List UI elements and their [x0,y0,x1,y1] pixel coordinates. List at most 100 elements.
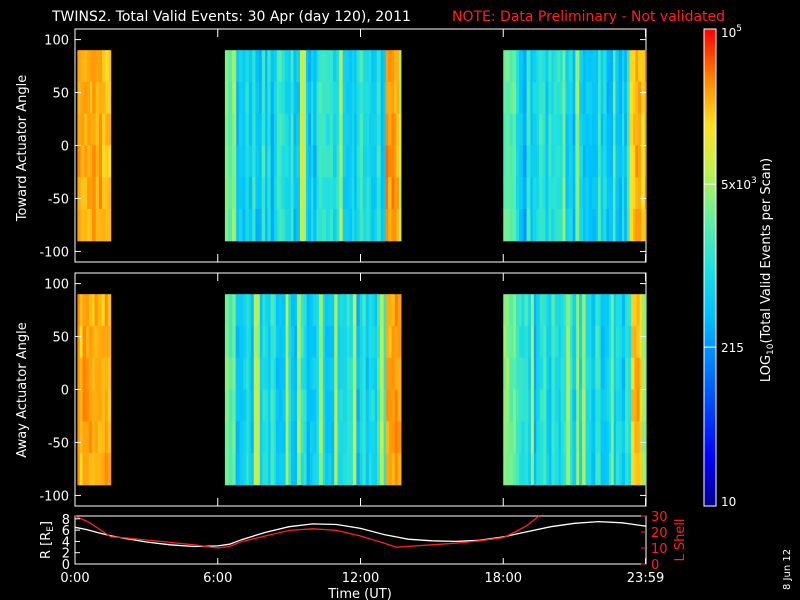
heatmap-cell [282,294,287,327]
heatmap-cell [638,209,642,242]
heatmap-cell [349,81,353,115]
heatmap-cell [82,294,87,327]
heatmap-cell [509,177,513,210]
heatmap-cell [362,145,368,178]
heatmap-cell [232,357,237,390]
heatmap-cell [285,357,289,390]
heatmap-cell [530,113,534,146]
heatmap-cell [562,209,566,242]
heatmap-cell [397,421,402,454]
heatmap-cell [273,113,278,146]
heatmap-cell [339,325,344,359]
heatmap-cell [562,113,566,146]
heatmap-cell [615,209,620,242]
heatmap-cell [606,50,610,83]
heatmap-cell [281,209,286,242]
heatmap-cell [533,294,537,327]
heatmap-cell [268,294,272,327]
heatmap-cell [86,294,90,327]
heatmap-cell [86,453,90,486]
heatmap-cell [245,81,250,115]
heatmap-cell [252,145,256,178]
heatmap-cell [290,145,295,178]
heatmap-cell [391,389,396,422]
heatmap-cell [302,50,307,83]
heatmap-cell [87,50,91,83]
heatmap-cell [306,209,309,242]
heatmap-cell [232,113,235,146]
heatmap-cell [300,325,305,359]
heatmap-cell [349,294,354,327]
heatmap-cell [224,145,229,178]
heatmap-cell [554,453,560,486]
heatmap-cell [253,357,258,390]
heatmap-cell [613,357,617,390]
heatmap-cell [603,177,608,210]
heatmap-cell [310,50,314,83]
heatmap-cell [276,113,280,146]
heatmap-cell [575,145,580,178]
heatmap-cell [522,50,528,83]
heatmap-cell [87,113,91,146]
heatmap-cell [542,145,546,178]
heatmap-cell [224,357,230,390]
toward-heatmap [77,50,647,242]
heatmap-cell [239,325,244,359]
heatmap-cell [306,113,309,146]
heatmap-cell [228,113,233,146]
heatmap-cell [294,453,298,486]
heatmap-cell [285,325,289,359]
heatmap-cell [352,294,357,327]
heatmap-cell [306,81,309,115]
heatmap-cell [238,81,243,115]
heatmap-cell [600,145,604,178]
heatmap-cell [589,421,592,454]
heatmap-cell [543,325,547,359]
radius-tick-label: 6 [62,524,70,539]
away-y-axis-label: Away Actuator Angle [15,322,30,457]
heatmap-cell [394,81,397,115]
heatmap-cell [591,389,596,422]
heatmap-cell [342,50,347,83]
heatmap-cell [591,421,596,454]
heatmap-cell [345,113,350,146]
heatmap-cell [290,81,295,115]
heatmap-cell [265,113,268,146]
heatmap-cell [548,113,552,146]
heatmap-cell [228,177,233,210]
heatmap-cell [565,145,570,178]
heatmap-cell [259,325,263,359]
heatmap-cell [399,145,402,178]
heatmap-cell [371,209,375,242]
heatmap-cell [380,209,384,242]
heatmap-cell [248,357,252,390]
heatmap-cell [86,389,90,422]
heatmap-cell [282,389,287,422]
heatmap-cell [376,113,382,146]
heatmap-cell [542,113,546,146]
heatmap-cell [560,294,565,327]
heatmap-cell [622,209,625,242]
heatmap-cell [345,177,350,210]
heatmap-cell [279,453,284,486]
heatmap-cell [548,389,552,422]
heatmap-cell [641,209,646,242]
heatmap-cell [558,325,562,359]
heatmap-cell [306,145,309,178]
heatmap-cell [284,177,290,210]
heatmap-cell [312,389,317,422]
heatmap-cell [245,209,250,242]
heatmap-cell [619,421,623,454]
heatmap-cell [369,50,372,83]
heatmap-cell [365,453,370,486]
heatmap-cell [313,145,317,178]
heatmap-cell [376,145,382,178]
heatmap-cell [512,177,517,210]
heatmap-cell [383,81,387,115]
heatmap-cell [290,50,295,83]
heatmap-cell [224,177,229,210]
heatmap-cell [595,357,599,390]
heatmap-cell [385,177,389,210]
heatmap-cell [84,177,88,210]
heatmap-cell [543,389,547,422]
